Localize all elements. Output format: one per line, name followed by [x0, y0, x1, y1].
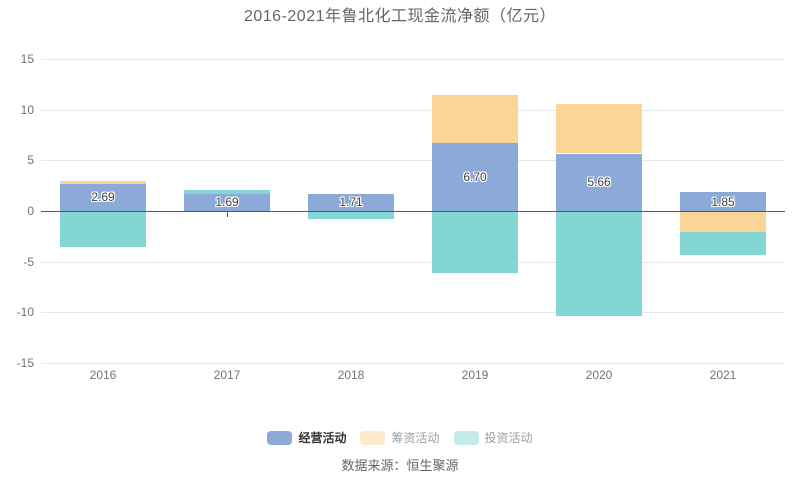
x-axis-tick-label: 2018: [337, 368, 365, 382]
bar-value-label: 5.66: [587, 175, 611, 189]
bar-segment-投资活动[interactable]: [60, 211, 146, 247]
bar-segment-经营活动[interactable]: [680, 192, 766, 211]
x-axis-zero-line: [41, 211, 785, 212]
legend-swatch-icon: [360, 431, 386, 445]
gridline: [41, 312, 785, 313]
bar-segment-经营活动[interactable]: [184, 194, 270, 211]
legend-item-label: 投资活动: [484, 431, 533, 445]
bar-segment-经营活动[interactable]: [556, 154, 642, 211]
x-axis-tick-label: 2020: [585, 368, 613, 382]
legend-item-经营活动[interactable]: 经营活动: [267, 431, 346, 445]
y-axis-tick-label: 10: [20, 103, 34, 117]
bar-value-label: 1.85: [711, 195, 735, 209]
y-axis-tick-label: 0: [27, 204, 34, 218]
bar-segment-经营活动[interactable]: [308, 194, 394, 211]
legend: 经营活动 筹资活动 投资活动: [0, 429, 800, 447]
legend-item-投资活动[interactable]: 投资活动: [453, 431, 533, 445]
gridline: [41, 59, 785, 60]
bar-segment-经营活动[interactable]: [432, 143, 518, 211]
gridline: [41, 110, 785, 111]
legend-item-label: 经营活动: [298, 431, 347, 445]
chart-title: 2016-2021年鲁北化工现金流净额（亿元）: [243, 8, 557, 25]
bar-value-label: 1.71: [339, 195, 363, 209]
y-axis-tick-label: 5: [27, 153, 34, 167]
bar-segment-投资活动[interactable]: [680, 232, 766, 255]
legend-item-筹资活动[interactable]: 筹资活动: [360, 431, 440, 445]
bar-value-label: 1.69: [215, 195, 239, 209]
bar-segment-投资活动[interactable]: [184, 190, 270, 194]
data-source-caption: 数据来源：恒生聚源: [341, 458, 459, 473]
bar-segment-筹资活动[interactable]: [432, 95, 518, 143]
y-axis-tick-label: -15: [16, 356, 34, 370]
bar-segment-投资活动[interactable]: [432, 211, 518, 273]
bar-segment-经营活动[interactable]: [60, 184, 146, 211]
gridline: [41, 160, 785, 161]
bar-value-label: 6.70: [463, 170, 487, 184]
bar-value-label: 2.69: [91, 190, 115, 204]
bar-segment-筹资活动[interactable]: [680, 211, 766, 232]
legend-swatch-icon: [267, 431, 293, 445]
bar-segment-投资活动[interactable]: [308, 211, 394, 219]
bar-segment-筹资活动[interactable]: [60, 181, 146, 184]
y-axis-tick-label: -5: [23, 255, 34, 269]
bar-segment-筹资活动[interactable]: [556, 104, 642, 153]
x-axis-tick-label: 2019: [461, 368, 489, 382]
y-axis-tick-label: 15: [20, 52, 34, 66]
y-axis-tick-label: -10: [16, 305, 34, 319]
x-axis-tick-label: 2021: [709, 368, 737, 382]
bar-segment-投资活动[interactable]: [556, 211, 642, 316]
legend-item-label: 筹资活动: [391, 431, 440, 445]
legend-swatch-icon: [453, 431, 479, 445]
gridline: [41, 363, 785, 364]
x-axis-tick-mark: [227, 212, 228, 217]
x-axis-tick-label: 2016: [89, 368, 117, 382]
x-axis-tick-label: 2017: [213, 368, 241, 382]
gridline: [41, 262, 785, 263]
